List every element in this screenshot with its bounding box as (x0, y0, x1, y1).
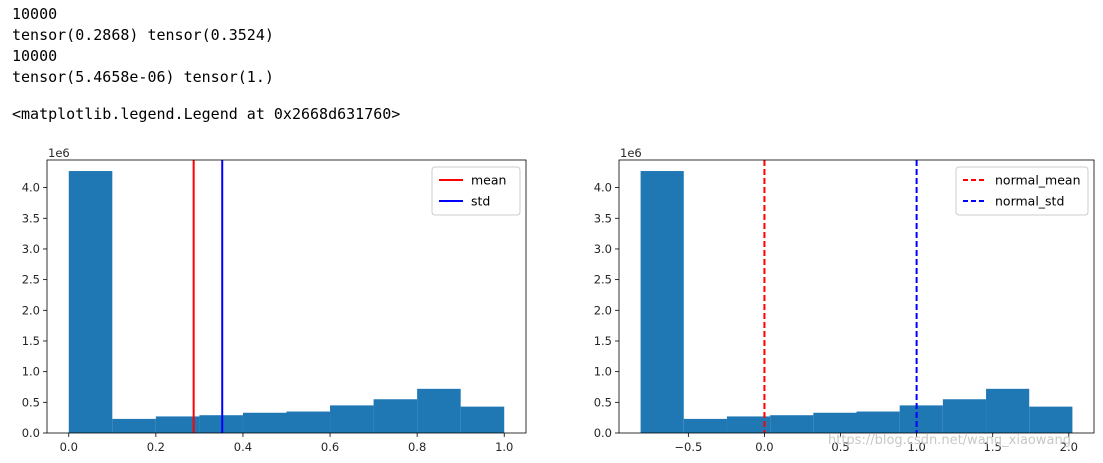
x-tick-label: −0.5 (674, 440, 702, 454)
histogram-bar (986, 388, 1030, 433)
histogram-bar (373, 399, 418, 433)
y-tick-label: 3.5 (22, 211, 40, 225)
y-tick-label: 2.0 (594, 303, 612, 317)
y-multiplier-label: 1e6 (620, 146, 642, 160)
histogram-bar (683, 418, 727, 433)
histogram-bar (640, 171, 684, 433)
y-tick-label: 1.5 (22, 334, 40, 348)
histogram-bar (899, 405, 943, 433)
legend-label-normal_std: normal_std (995, 194, 1064, 209)
histogram-bar (155, 416, 200, 433)
histogram-bar (856, 411, 900, 433)
x-tick-label: 0.6 (321, 440, 339, 454)
histogram-bar (460, 406, 505, 433)
histogram-bar (417, 388, 461, 433)
console-line: 10000 (12, 5, 58, 23)
y-tick-label: 4.0 (22, 181, 40, 195)
y-tick-label: 2.5 (22, 273, 40, 287)
watermark-text: https://blog.csdn.net/wang_xiaowang (828, 433, 1071, 448)
y-multiplier-label: 1e6 (48, 146, 70, 160)
histogram-bar (330, 405, 374, 433)
console-line: tensor(5.4658e-06) tensor(1.) (12, 68, 274, 86)
histogram-bar (770, 415, 814, 433)
y-tick-label: 0.5 (22, 395, 40, 409)
axes-frame (618, 159, 1095, 434)
x-tick-label: 0.8 (408, 440, 426, 454)
histogram-bar (199, 415, 243, 433)
legend-label-mean: mean (471, 173, 506, 188)
y-tick-label: 0.0 (22, 426, 40, 440)
legend-box (955, 166, 1089, 216)
y-tick-label: 4.0 (594, 181, 612, 195)
histogram-bar (813, 412, 857, 433)
console-output: 10000 tensor(0.2868) tensor(0.3524) 1000… (12, 4, 274, 88)
x-tick-label: 0.0 (755, 440, 773, 454)
histogram-bar (286, 411, 331, 433)
x-tick-label: 1.0 (495, 440, 513, 454)
console-line: tensor(0.2868) tensor(0.3524) (12, 26, 274, 44)
y-tick-label: 2.5 (594, 273, 612, 287)
histogram-bar (726, 416, 771, 433)
histogram-bar (112, 418, 156, 433)
y-tick-label: 1.5 (594, 334, 612, 348)
console-line: 10000 (12, 47, 58, 65)
x-tick-label: 0.2 (147, 440, 165, 454)
y-tick-label: 0.5 (594, 395, 612, 409)
y-tick-label: 1.0 (22, 365, 40, 379)
histogram-bar (1029, 406, 1073, 433)
y-tick-label: 0.0 (594, 426, 612, 440)
x-tick-label: 0.0 (60, 440, 78, 454)
x-tick-label: 0.4 (234, 440, 252, 454)
x-tick-label: 1.5 (984, 440, 1002, 454)
histogram-bar (942, 399, 987, 433)
x-tick-label: 0.5 (831, 440, 849, 454)
y-tick-label: 2.0 (22, 303, 40, 317)
legend-label-normal_mean: normal_mean (995, 173, 1081, 188)
y-tick-label: 3.0 (22, 242, 40, 256)
histogram-bar (242, 412, 287, 433)
y-tick-label: 1.0 (594, 365, 612, 379)
legend-label-std: std (471, 194, 490, 209)
y-tick-label: 3.5 (594, 211, 612, 225)
legend-repr-output: <matplotlib.legend.Legend at 0x2668d6317… (12, 105, 401, 123)
histogram-bar (68, 171, 113, 433)
axes-frame (46, 159, 527, 434)
y-tick-label: 3.0 (594, 242, 612, 256)
x-tick-label: 1.0 (907, 440, 925, 454)
x-tick-label: 2.0 (1060, 440, 1078, 454)
